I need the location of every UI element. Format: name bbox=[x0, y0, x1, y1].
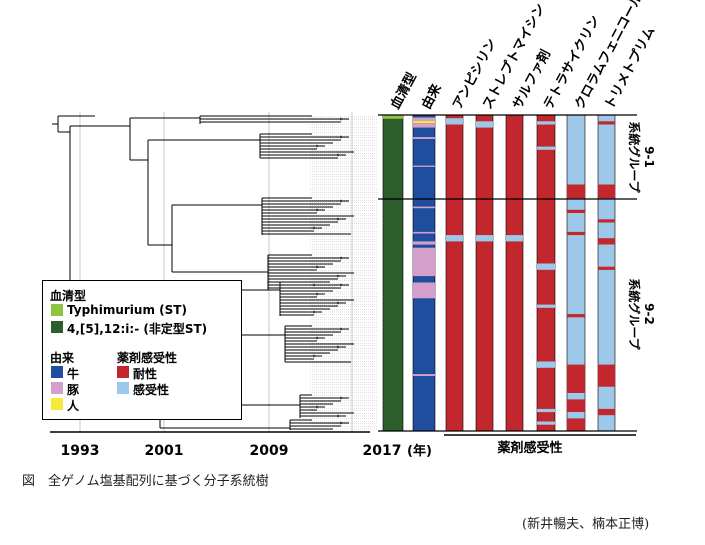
streptomycin-base bbox=[475, 114, 494, 432]
chloramphenicol-strip bbox=[566, 114, 586, 432]
legend-label-typhimurium: Typhimurium (ST) bbox=[67, 303, 187, 317]
legend-susceptibility-title: 薬剤感受性 bbox=[117, 351, 178, 365]
tetracycline-strip bbox=[536, 114, 556, 432]
legend-swatch-resistant bbox=[117, 366, 129, 378]
chloramphenicol-segment-4 bbox=[567, 364, 585, 393]
tetracycline-segment-2 bbox=[537, 263, 555, 270]
origin-segment-2 bbox=[413, 123, 435, 128]
tetracycline-segment-1 bbox=[537, 146, 555, 150]
group-label-9-1: 系統グループ bbox=[627, 121, 642, 193]
origin-segment-6 bbox=[413, 231, 435, 234]
year-grid bbox=[79, 112, 378, 432]
figure-caption: 図 全ゲノム塩基配列に基づく分子系統樹 bbox=[22, 474, 269, 489]
year-unit: (年) bbox=[407, 443, 432, 459]
legend-label-human: 人 bbox=[67, 399, 80, 413]
trimethoprim-segment-1 bbox=[598, 184, 615, 199]
chloramphenicol-segment-5 bbox=[567, 399, 585, 412]
tick-label-1993: 1993 bbox=[61, 443, 100, 459]
ampicillin-segment-0 bbox=[446, 118, 463, 125]
tick-label-2009: 2009 bbox=[250, 443, 289, 459]
chloramphenicol-segment-2 bbox=[567, 231, 585, 236]
trimethoprim-segment-4 bbox=[598, 266, 615, 270]
legend: 血清型 Typhimurium (ST) 4,[5],12:i:- (非定型ST… bbox=[42, 280, 242, 420]
tick-label-2017: 2017 bbox=[363, 443, 402, 459]
origin-segment-5 bbox=[413, 206, 435, 209]
streptomycin-segment-0 bbox=[476, 121, 493, 128]
ampicillin-strip bbox=[445, 114, 464, 432]
legend-label-susceptible: 感受性 bbox=[133, 383, 170, 397]
origin-segment-4 bbox=[413, 165, 435, 167]
ampicillin-segment-1 bbox=[446, 235, 463, 242]
sulfonamide-strip bbox=[505, 114, 524, 432]
serotype-base bbox=[382, 114, 404, 432]
trimethoprim-segment-0 bbox=[598, 121, 615, 125]
legend-swatch-susceptible bbox=[117, 382, 129, 394]
resistance-label: 薬剤感受性 bbox=[496, 440, 562, 456]
time-axis: 1993 2001 2009 2017 (年) bbox=[50, 431, 432, 459]
origin-segment-9 bbox=[413, 282, 435, 299]
chloramphenicol-segment-0 bbox=[567, 184, 585, 199]
origin-segment-7 bbox=[413, 241, 435, 245]
origin-segment-10 bbox=[413, 374, 435, 376]
trimethoprim-segment-5 bbox=[598, 364, 615, 387]
legend-serotype-title: 血清型 bbox=[50, 289, 87, 303]
origin-strip bbox=[412, 114, 436, 432]
tetracycline-segment-0 bbox=[537, 121, 555, 125]
metadata-strips bbox=[382, 114, 616, 432]
column-headers: 血清型 由来 アンピシリンストレプトマイシンサルファ剤テトラサイクリンクロラムフェニ… bbox=[387, 0, 658, 112]
serotype-strip bbox=[382, 114, 404, 432]
tetracycline-segment-5 bbox=[537, 408, 555, 413]
streptomycin-segment-1 bbox=[476, 235, 493, 242]
streptomycin-strip bbox=[475, 114, 494, 432]
tetracycline-segment-4 bbox=[537, 361, 555, 368]
legend-label-monophasic: 4,[5],12:i:- (非定型ST) bbox=[67, 322, 208, 336]
chloramphenicol-segment-6 bbox=[567, 418, 585, 431]
sulfonamide-base bbox=[505, 114, 524, 432]
resistance-bracket: 薬剤感受性 bbox=[444, 434, 636, 456]
chloramphenicol-segment-1 bbox=[567, 209, 585, 213]
legend-label-resistant: 耐性 bbox=[133, 367, 158, 381]
legend-swatch-cattle bbox=[51, 366, 63, 378]
group-label-9-2: 系統グループ bbox=[627, 278, 642, 350]
figure-credit: (新井暢夫、楠本正博) bbox=[522, 517, 650, 532]
group-id-9-1: 9-1 bbox=[642, 146, 656, 168]
legend-swatch-monophasic bbox=[51, 321, 63, 333]
legend-origin-title: 由来 bbox=[50, 351, 75, 365]
trimethoprim-segment-6 bbox=[598, 408, 615, 416]
column-header-0: 血清型 bbox=[387, 70, 419, 112]
tetracycline-segment-3 bbox=[537, 304, 555, 308]
tick-label-2001: 2001 bbox=[145, 443, 184, 459]
group-markers: 系統グループ 9-1 系統グループ 9-2 bbox=[378, 114, 656, 432]
trimethoprim-segment-3 bbox=[598, 238, 615, 245]
trimethoprim-segment-2 bbox=[598, 219, 615, 223]
legend-swatch-human bbox=[51, 398, 63, 410]
tetracycline-base bbox=[536, 114, 556, 432]
serotype-segment-0 bbox=[383, 115, 403, 119]
legend-swatch-typhimurium bbox=[51, 304, 63, 316]
legend-label-pig: 豚 bbox=[67, 383, 80, 397]
legend-swatch-pig bbox=[51, 382, 63, 394]
trimethoprim-strip bbox=[597, 114, 616, 432]
origin-segment-8 bbox=[413, 247, 435, 277]
tetracycline-segment-6 bbox=[537, 421, 555, 425]
origin-segment-0 bbox=[413, 117, 435, 121]
chloramphenicol-segment-3 bbox=[567, 314, 585, 318]
group-id-9-2: 9-2 bbox=[642, 303, 656, 325]
column-header-1: 由来 bbox=[418, 81, 445, 112]
origin-segment-1 bbox=[413, 120, 435, 124]
origin-segment-3 bbox=[413, 137, 435, 139]
ampicillin-base bbox=[445, 114, 464, 432]
sulfonamide-segment-0 bbox=[506, 235, 523, 242]
legend-label-cattle: 牛 bbox=[67, 367, 80, 381]
